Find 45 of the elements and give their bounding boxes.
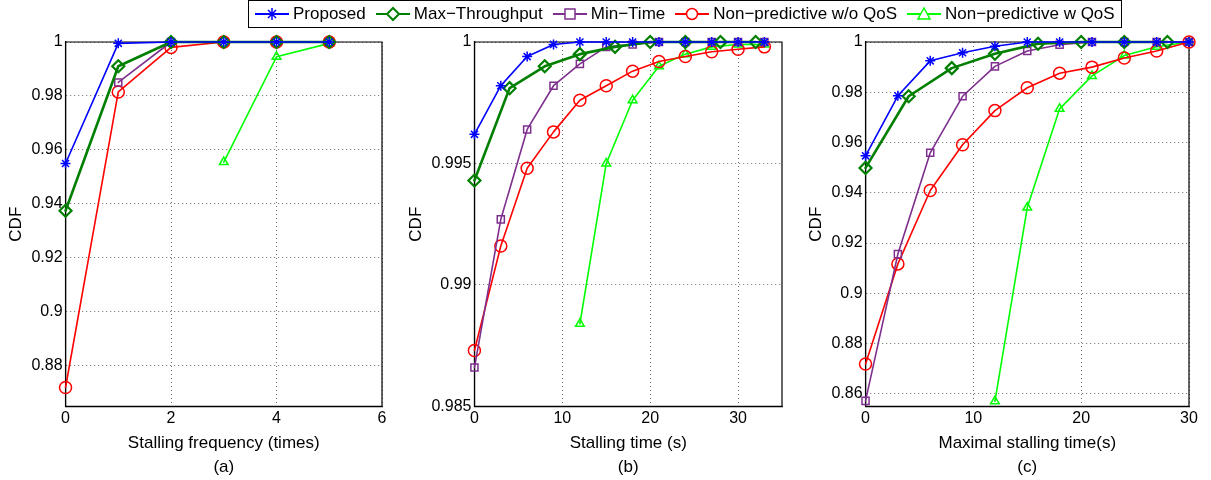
- y-tick-label: 0.9: [840, 283, 863, 301]
- y-tick-label: 1: [53, 32, 63, 50]
- x-axis-title: Maximal stalling time(s): [938, 433, 1117, 453]
- x-tick-label: 0: [861, 409, 871, 427]
- legend-label: Non−predictive w/o QoS: [713, 4, 898, 24]
- x-tick-label: 20: [1072, 409, 1091, 427]
- text: (b): [617, 457, 639, 477]
- y-tick-label: 0.98: [831, 82, 863, 100]
- legend-label: Proposed: [293, 4, 366, 24]
- y-tick-label: 0.94: [31, 194, 63, 212]
- y-tick-label: 0.88: [31, 356, 63, 374]
- y-tick-label: 1: [462, 32, 472, 50]
- x-tick-label: 10: [964, 409, 983, 427]
- legend-label: Min−Time: [590, 4, 666, 24]
- x-tick-label: 20: [641, 409, 660, 427]
- x-tick-label: 0: [469, 409, 479, 427]
- y-axis-title: CDF: [405, 206, 425, 242]
- text: (a): [213, 457, 235, 477]
- y-tick-label: 0.985: [431, 396, 472, 414]
- legend-label: Non−predictive w QoS: [945, 4, 1115, 24]
- x-tick-label: 30: [729, 409, 748, 427]
- text: (c): [1017, 457, 1038, 477]
- legend-label: Max−Throughput: [413, 4, 543, 24]
- x-axis-title: Stalling frequency (times): [127, 433, 320, 453]
- y-tick-label: 0.88: [831, 333, 863, 351]
- y-tick-label: 0.86: [831, 384, 863, 402]
- x-tick-label: 4: [272, 409, 282, 427]
- y-tick-label: 0.92: [831, 233, 863, 251]
- y-tick-label: 0.96: [831, 132, 863, 150]
- x-tick-label: 6: [377, 409, 387, 427]
- y-tick-label: 0.995: [431, 153, 472, 171]
- x-tick-label: 10: [553, 409, 572, 427]
- y-tick-label: 0.9: [40, 302, 63, 320]
- x-tick-label: 30: [1180, 409, 1198, 427]
- y-tick-label: 0.94: [831, 183, 863, 201]
- y-tick-label: 0.96: [31, 140, 63, 158]
- x-tick-label: 0: [61, 409, 71, 427]
- y-tick-label: 0.99: [440, 275, 472, 293]
- y-tick-label: 1: [853, 32, 863, 50]
- x-axis-title: Stalling time (s): [569, 433, 687, 453]
- y-axis-title: CDF: [805, 206, 825, 242]
- y-tick-label: 0.92: [31, 248, 63, 266]
- y-tick-label: 0.98: [31, 86, 63, 104]
- x-tick-label: 2: [166, 409, 176, 427]
- y-axis-title: CDF: [5, 206, 25, 242]
